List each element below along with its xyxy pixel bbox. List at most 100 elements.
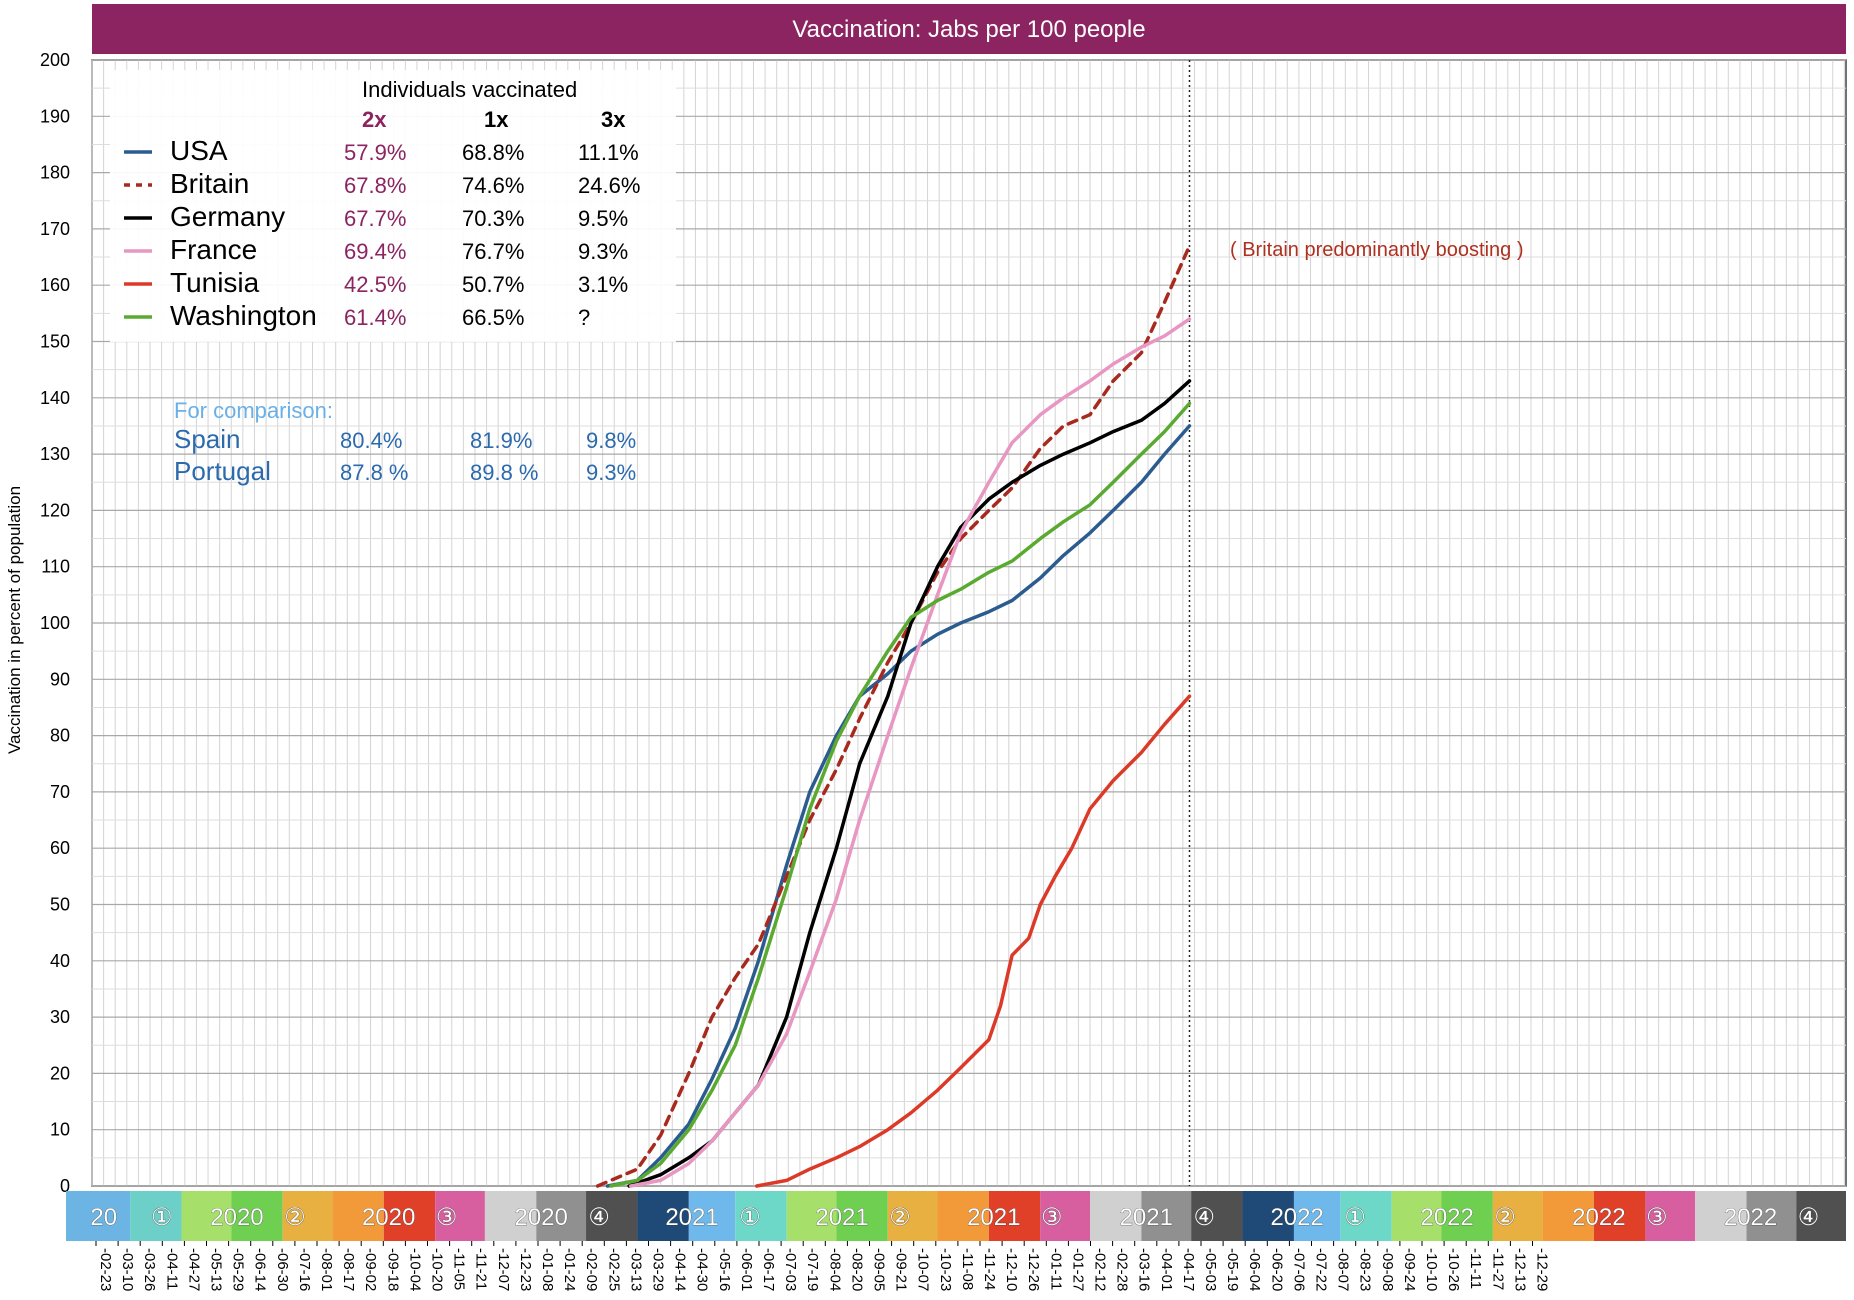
quarter-number: ① [151,1204,173,1231]
y-tick-label: 100 [40,613,70,633]
date-tick-label: -04-01 [1158,1248,1175,1291]
date-tick-label: -11-21 [473,1248,490,1290]
date-tick-label: -02-25 [605,1248,622,1291]
date-tick-label: -08-17 [340,1248,357,1291]
y-tick-label: 90 [50,669,70,689]
date-tick-label: -07-22 [1313,1248,1330,1291]
quarter-month-block [1796,1191,1846,1241]
date-tick-label: -01-24 [561,1248,578,1291]
date-tick-label: -10-07 [915,1248,932,1291]
series-line-washington [609,401,1192,1188]
comparison-value-3x: 9.3% [586,460,636,485]
chart-title: Vaccination: Jabs per 100 people [792,16,1145,43]
quarter-month-block [435,1191,485,1241]
date-tick-label: -07-16 [296,1248,313,1291]
date-tick-label: -03-29 [650,1248,667,1291]
quarter-month-block [1695,1191,1747,1241]
date-tick-label: -12-29 [1534,1248,1551,1291]
quarter-number: ③ [1041,1204,1063,1231]
quarter-month-block [1492,1191,1543,1241]
y-tick-label: 180 [40,163,70,183]
date-tick-label: -05-29 [230,1248,247,1291]
quarter-month-block [484,1191,537,1241]
quarter-number: ① [1344,1204,1366,1231]
date-tick-label: -06-04 [1246,1248,1263,1291]
legend-col-3x: 3x [601,107,626,132]
y-tick-label: 70 [50,782,70,802]
date-tick-label: -07-19 [804,1248,821,1291]
date-tick-label: -12-13 [1511,1248,1528,1291]
quarter-month-block [1040,1191,1091,1241]
quarter-number: ② [1494,1204,1516,1231]
quarter-number: ④ [1798,1204,1820,1231]
britain-annotation: ( Britain predominantly boosting ) [1230,239,1523,261]
legend-value-2x: 61.4% [344,305,406,330]
legend-name: USA [170,135,228,166]
y-tick-label: 190 [40,106,70,126]
date-tick-label: -06-14 [252,1248,269,1291]
series-line-tunisia [755,694,1192,1188]
date-tick-label: -09-08 [1379,1248,1396,1291]
comparison-name: Portugal [174,456,271,486]
legend-value-3x: ? [578,305,590,330]
date-tick-label: -03-13 [627,1248,644,1291]
quarter-label: 2021 [1120,1204,1173,1231]
date-tick-label: -04-17 [1180,1248,1197,1291]
date-tick-label: -01-08 [539,1248,556,1291]
date-tick-label: -04-14 [672,1248,689,1291]
quarter-month-block [786,1191,837,1241]
date-tick-label: -06-30 [274,1248,291,1291]
series-line-britain [595,244,1192,1188]
legend-value-1x: 70.3% [462,206,524,231]
legend-name: Washington [170,300,317,331]
date-tick-label: -02-09 [583,1248,600,1291]
date-tick-label: -09-21 [893,1248,910,1291]
quarter-month-block [1594,1191,1646,1241]
y-tick-label: 140 [40,388,70,408]
y-tick-label: 10 [50,1120,70,1140]
quarter-band: 20 ① 2020 ② 2020 ③ 2020 ④ 2021 ① 2021 ② 2021 ③ 2021 ④ 20… [66,1191,1846,1241]
quarter-month-block [1191,1191,1243,1241]
y-tick-label: 80 [50,726,70,746]
date-tick-label: -05-13 [208,1248,225,1291]
quarter-month-block [130,1191,182,1241]
y-tick-label: 40 [50,951,70,971]
date-tick-label: -03-10 [119,1248,136,1291]
date-tick-label: -02-28 [1114,1248,1131,1291]
quarter-month-block [1441,1191,1493,1241]
date-tick-label: -08-04 [826,1248,843,1291]
date-tick-label: -08-07 [1335,1248,1352,1291]
quarter-month-block [735,1191,787,1241]
date-tick-label: -03-26 [141,1248,158,1291]
date-tick-label: -10-26 [1445,1248,1462,1291]
quarter-month-block [836,1191,888,1241]
comparison-value-3x: 9.8% [586,428,636,453]
date-tick-label: -08-20 [848,1248,865,1291]
quarter-number: ③ [1646,1204,1668,1231]
quarter-month-block [181,1191,232,1241]
y-tick-label: 20 [50,1063,70,1083]
legend-value-1x: 66.5% [462,305,524,330]
comparison-header: For comparison: [174,398,333,423]
quarter-label: 2020 [514,1204,567,1231]
legend-value-3x: 9.3% [578,239,628,264]
series-line-france [629,317,1192,1188]
quarter-label: 20 [90,1204,117,1231]
legend-value-3x: 11.1% [578,140,639,165]
quarter-month-block [887,1191,938,1241]
quarter-number: ① [739,1204,761,1231]
date-tick-label: -09-18 [384,1248,401,1291]
y-tick-label: 130 [40,444,70,464]
quarter-number: ④ [588,1204,610,1231]
comparison-name: Spain [174,424,241,454]
date-tick-label: -04-27 [185,1248,202,1291]
legend-panel [110,70,676,342]
comparison-value-1x: 89.8 % [470,460,539,485]
legend-value-1x: 76.7% [462,239,524,264]
quarter-month-block [332,1191,384,1241]
quarter-number: ② [284,1204,306,1231]
date-tick-label: -08-23 [1357,1248,1374,1291]
y-tick-label: 110 [41,557,70,577]
quarter-month-block [586,1191,638,1241]
date-tick-label: -06-17 [760,1248,777,1291]
